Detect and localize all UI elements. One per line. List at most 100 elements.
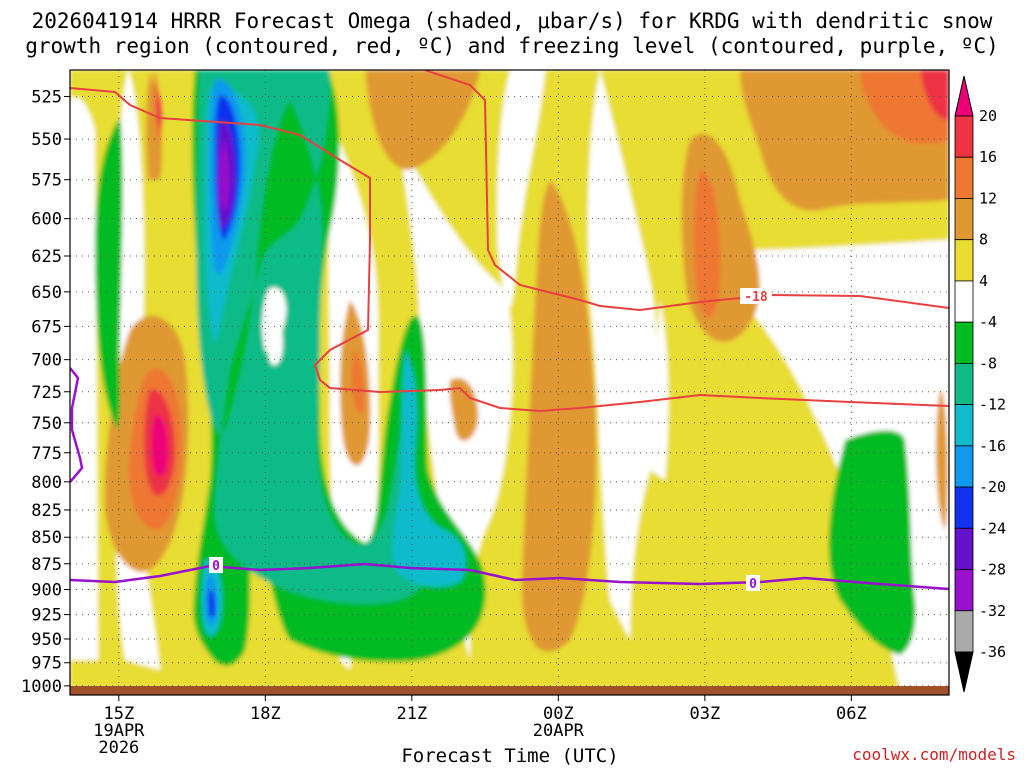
colorbar-label: 8 xyxy=(979,231,988,249)
freezing-contour-label: 0 xyxy=(212,559,220,574)
omega-white-region xyxy=(70,97,98,660)
watermark: coolwx.com/models xyxy=(852,745,1016,764)
colorbar-label: 20 xyxy=(979,107,997,125)
omega-shading xyxy=(70,70,949,690)
omega-deep-orange-region xyxy=(693,170,721,318)
y-tick-label: 650 xyxy=(31,283,62,303)
omega-white-region xyxy=(268,319,283,366)
colorbar-band xyxy=(954,527,974,570)
colorbar-top-arrow xyxy=(954,75,974,117)
x-axis-label: Forecast Time (UTC) xyxy=(401,745,618,767)
colorbar-label: -4 xyxy=(979,313,997,331)
omega-green-region xyxy=(828,430,916,655)
colorbar-label: -12 xyxy=(979,396,1006,414)
y-tick-label: 925 xyxy=(31,606,62,626)
freezing-contour-label: 0 xyxy=(749,577,757,592)
omega-white-region xyxy=(650,300,669,480)
freezing-label-bg xyxy=(746,575,760,591)
x-tick-label: 03Z xyxy=(689,704,720,724)
freezing-label-bg xyxy=(209,557,223,573)
y-tick-label: 850 xyxy=(31,528,62,548)
y-tick-label: 700 xyxy=(31,351,62,371)
grid-lines xyxy=(70,70,949,695)
omega-magenta-region xyxy=(151,414,169,477)
colorbar-label: -36 xyxy=(979,643,1006,661)
colorbar-band xyxy=(954,610,974,653)
chart-title-line2: growth region (contoured, red, ºC) and f… xyxy=(25,34,999,58)
colorbar-label: -20 xyxy=(979,478,1006,496)
colorbar-label: 16 xyxy=(979,148,997,166)
colorbar-label: -32 xyxy=(979,602,1006,620)
x-date-label: 19APR xyxy=(93,721,145,741)
plot-frame xyxy=(69,69,950,696)
y-tick-label: 800 xyxy=(31,473,62,493)
y-tick-label: 575 xyxy=(31,171,62,191)
y-tick-label: 825 xyxy=(31,501,62,521)
dendritic-zone-upper-contour xyxy=(70,87,371,381)
x-tick-label: 21Z xyxy=(396,704,427,724)
y-tick-label: 750 xyxy=(31,414,62,434)
colorbar-legend: 20 16 12 8 4 -4 -8 -12 -16 -20 -24 -28 -32 -36 xyxy=(954,75,1006,693)
x-tick-label: 15Z xyxy=(103,704,134,724)
omega-green-region xyxy=(95,118,123,430)
omega-indigo-region xyxy=(208,589,216,618)
x-year-label: 2026 xyxy=(98,738,139,758)
y-tick-label: 600 xyxy=(31,210,62,230)
colorbar-band xyxy=(954,198,974,241)
omega-orange-region xyxy=(365,70,480,170)
omega-orange-region xyxy=(145,70,162,180)
omega-violet-region xyxy=(219,140,230,210)
freezing-level-contour xyxy=(70,562,949,591)
colorbar-band xyxy=(954,404,974,447)
omega-orange-region xyxy=(521,180,597,652)
x-date-label: 20APR xyxy=(533,721,585,741)
y-tick-label: 875 xyxy=(31,555,62,575)
contour-lines: -18 0 0 xyxy=(70,70,949,592)
y-tick-label: 975 xyxy=(31,654,62,674)
omega-orange-region xyxy=(449,378,479,441)
chart-title-line1: 2026041914 HRRR Forecast Omega (shaded, … xyxy=(32,9,993,33)
x-tick-label: 06Z xyxy=(836,704,867,724)
omega-white-region xyxy=(497,70,545,309)
omega-teal-region xyxy=(196,70,434,604)
y-axis: 525 550 575 600 625 650 675 700 725 750 775 800 825 8… xyxy=(21,88,70,697)
x-tick-label: 18Z xyxy=(250,704,281,724)
omega-white-region xyxy=(588,70,658,640)
y-tick-label: 950 xyxy=(31,630,62,650)
colorbar-band xyxy=(954,362,974,406)
colorbar-band xyxy=(954,569,974,612)
y-tick-label: 900 xyxy=(31,581,62,601)
omega-cyan-region xyxy=(392,350,466,587)
omega-red-region xyxy=(920,70,949,120)
colorbar-label: 12 xyxy=(979,189,997,207)
y-tick-label: 675 xyxy=(31,317,62,337)
y-tick-label: 775 xyxy=(31,444,62,464)
x-tick-label: 00Z xyxy=(543,704,574,724)
y-tick-label: 1000 xyxy=(21,677,62,697)
dendritic-zone-lower-contour xyxy=(319,379,949,413)
colorbar-label: -8 xyxy=(979,354,997,372)
colorbar-bottom-arrow xyxy=(954,651,974,693)
omega-orange-region xyxy=(935,390,948,530)
colorbar-label: 4 xyxy=(979,272,988,290)
y-tick-label: 550 xyxy=(31,130,62,150)
omega-deep-orange-region xyxy=(351,350,365,414)
colorbar-label: -16 xyxy=(979,437,1006,455)
terrain-ground xyxy=(70,686,949,695)
y-tick-label: 525 xyxy=(31,88,62,108)
colorbar-band xyxy=(954,156,974,199)
colorbar-band xyxy=(954,486,974,529)
colorbar-band xyxy=(954,239,974,282)
colorbar-band xyxy=(954,280,974,323)
colorbar-band xyxy=(954,321,974,364)
omega-red-region xyxy=(157,90,163,130)
freezing-level-contour-left xyxy=(70,367,84,483)
colorbar-label: -24 xyxy=(979,519,1006,537)
y-tick-label: 725 xyxy=(31,383,62,403)
colorbar-band xyxy=(954,445,974,488)
colorbar-band xyxy=(954,115,974,158)
dendritic-label-bg xyxy=(740,288,772,304)
dendritic-contour-label: -18 xyxy=(744,290,768,305)
